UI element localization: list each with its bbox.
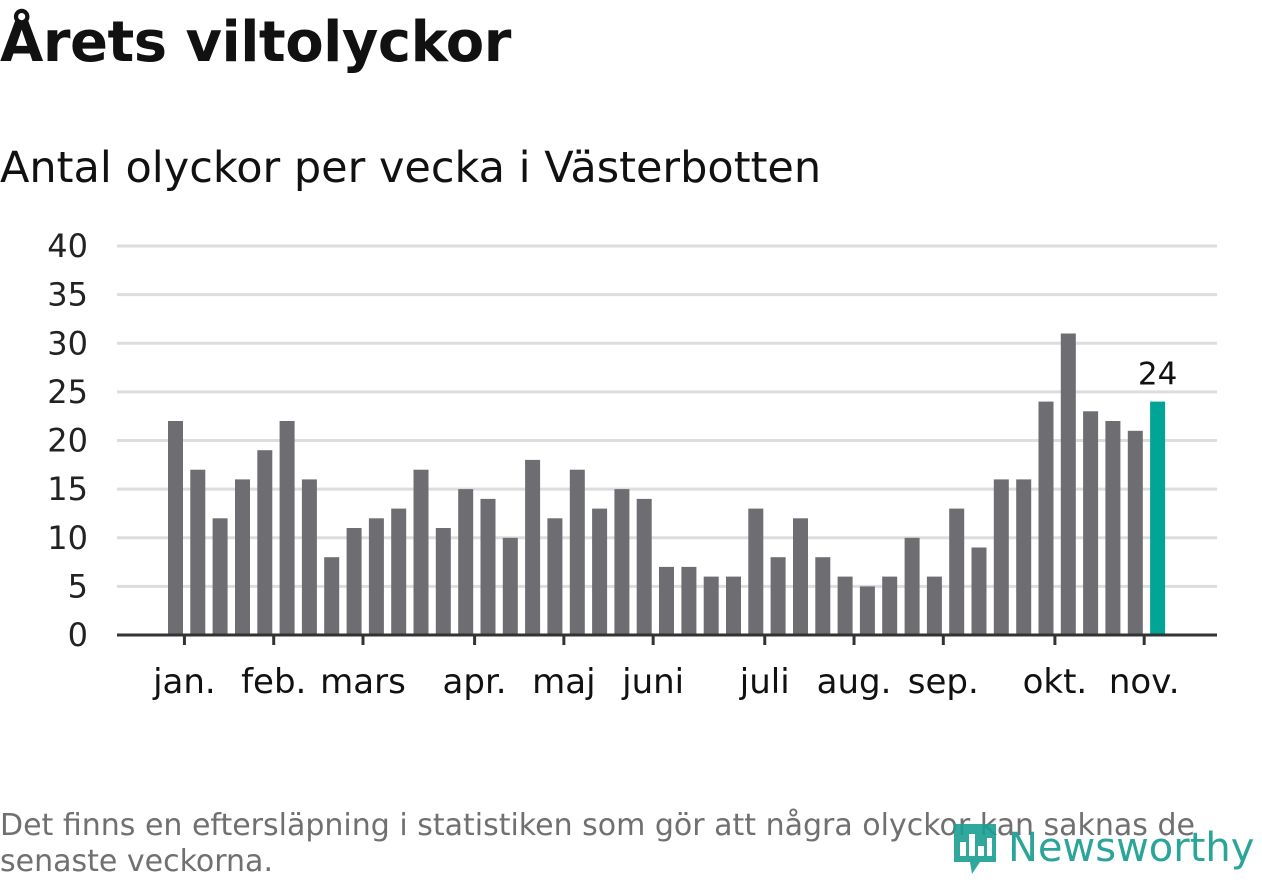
bar	[770, 557, 786, 635]
bar	[681, 566, 697, 635]
y-axis-ticks: 0 5 10 15 20 25 30 35 40	[47, 227, 88, 654]
y-tick-label: 0	[68, 616, 88, 654]
bar	[748, 508, 764, 635]
x-tick-label: aug.	[817, 662, 892, 702]
bar	[346, 528, 362, 635]
newsworthy-logo-text: Newsworthy	[1008, 825, 1255, 871]
data-labels: 24	[1138, 357, 1177, 393]
bar	[837, 576, 853, 635]
bar	[882, 576, 898, 635]
bar	[368, 518, 384, 635]
bar	[726, 576, 741, 635]
bar	[301, 479, 317, 635]
x-tick-label: juni	[621, 662, 684, 702]
bar	[703, 576, 719, 635]
bar	[212, 518, 228, 635]
x-tick-label: apr.	[443, 662, 507, 702]
bar	[971, 547, 987, 635]
gridlines	[117, 244, 1217, 588]
bar	[859, 586, 875, 635]
newsworthy-logo: Newsworthy	[950, 818, 1254, 878]
chart-title: Årets viltolyckor	[0, 10, 511, 75]
y-tick-label: 15	[47, 470, 88, 508]
bar	[168, 421, 183, 635]
bar	[614, 489, 630, 635]
x-axis	[117, 633, 1217, 645]
bar	[458, 489, 474, 635]
bar	[1038, 401, 1054, 635]
bar	[502, 537, 518, 636]
bar-chart: 0 5 10 15 20 25 30 35 40 jan. feb. mars apr. maj juni…	[47, 227, 1217, 702]
highlight-data-label: 24	[1138, 357, 1177, 393]
bar	[815, 557, 831, 635]
x-tick-label: nov.	[1109, 662, 1180, 702]
y-tick-label: 30	[47, 324, 88, 362]
newsworthy-logo-icon	[954, 824, 996, 874]
bar	[480, 498, 496, 635]
bar	[793, 518, 808, 635]
bar	[926, 576, 942, 635]
bar	[659, 566, 674, 635]
bar-highlighted	[1150, 401, 1166, 635]
bar	[636, 498, 652, 635]
bar	[525, 459, 541, 635]
bar	[413, 469, 429, 635]
bar	[592, 508, 608, 635]
bar	[391, 508, 407, 635]
bar	[435, 528, 451, 635]
bar	[235, 479, 250, 635]
bar	[569, 469, 585, 635]
bar	[1127, 430, 1143, 635]
y-tick-label: 5	[68, 567, 88, 605]
x-tick-label: sep.	[908, 662, 979, 702]
x-tick-label: juli	[739, 662, 790, 702]
y-tick-label: 40	[47, 227, 88, 265]
y-tick-label: 25	[47, 373, 88, 411]
bar	[279, 421, 295, 635]
bar	[1060, 333, 1076, 635]
chart-subtitle: Antal olyckor per vecka i Västerbotten	[0, 143, 822, 193]
x-tick-label: mars	[320, 662, 406, 702]
bar	[949, 508, 965, 635]
bar	[257, 450, 273, 635]
bars	[168, 333, 1166, 636]
bar	[1105, 421, 1121, 635]
bar	[547, 518, 563, 635]
bar	[904, 537, 920, 636]
y-tick-label: 35	[47, 276, 88, 314]
x-tick-label: feb.	[241, 662, 306, 702]
bar	[324, 557, 340, 635]
x-tick-label: maj	[532, 662, 595, 702]
x-tick-label: okt.	[1023, 662, 1088, 702]
y-tick-label: 10	[47, 519, 88, 557]
x-tick-label: jan.	[152, 662, 216, 702]
bar	[1083, 411, 1099, 635]
bar	[1016, 479, 1032, 635]
y-tick-label: 20	[47, 422, 88, 460]
bar	[993, 479, 1009, 635]
x-axis-labels: jan. feb. mars apr. maj juni juli aug. sep. okt. n…	[152, 662, 1179, 702]
bar	[190, 469, 206, 635]
